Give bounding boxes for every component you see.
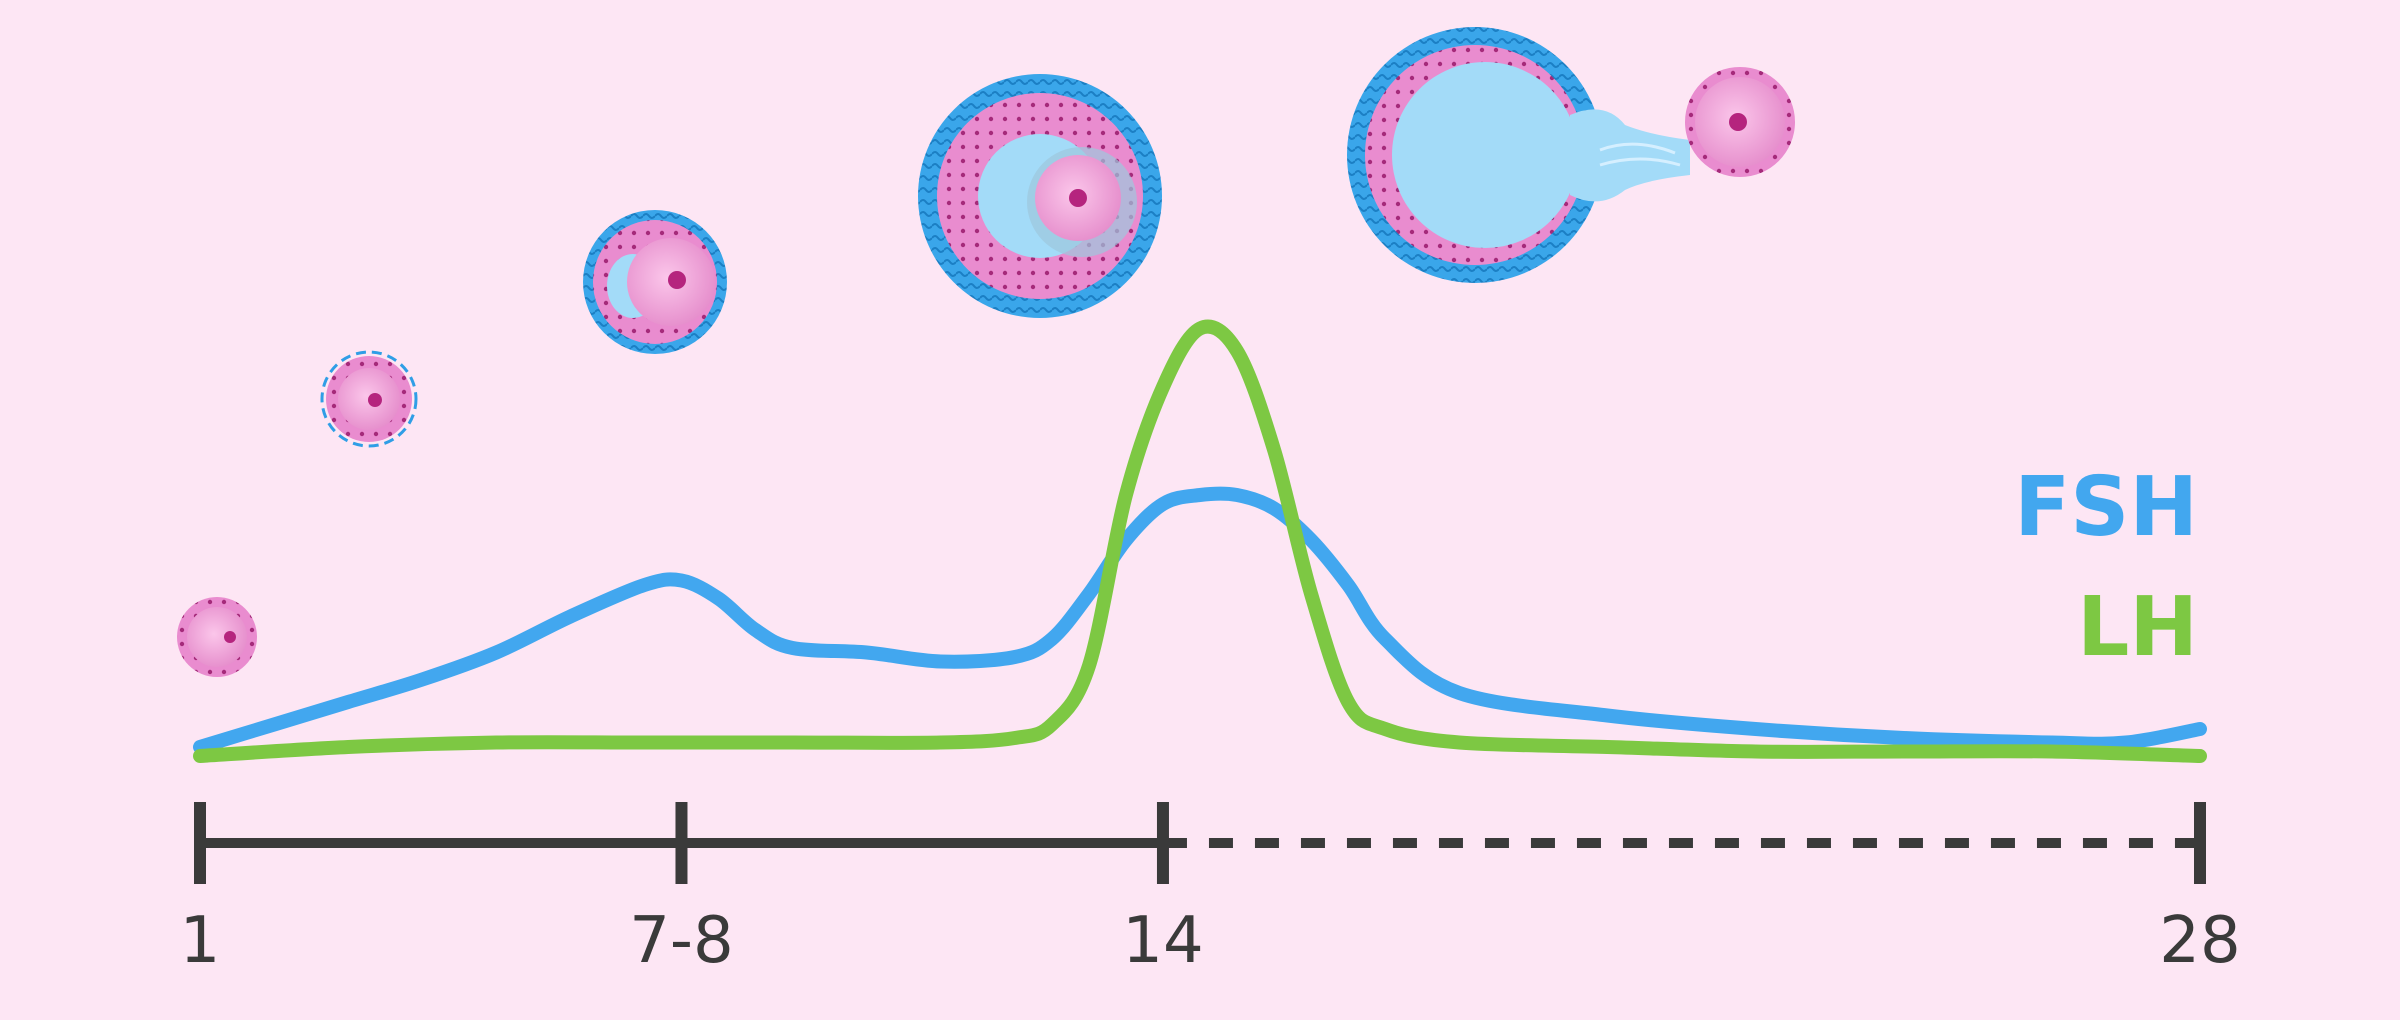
x-tick-label: 7-8 (629, 904, 734, 978)
primary-follicle-icon (320, 350, 418, 448)
legend-lh-label: LH (2077, 580, 2198, 675)
series-line-lh (193, 319, 2207, 763)
secondary-follicle-icon (583, 210, 727, 354)
series-line-fsh (193, 486, 2207, 754)
series-layer (193, 319, 2207, 763)
antral-follicle-icon (918, 74, 1162, 318)
released-oocyte-icon (1685, 67, 1795, 177)
legend: FSH LH (2014, 460, 2198, 675)
ovulating-follicle-icon (1347, 27, 1690, 283)
x-axis: 1 7-8 14 28 (180, 802, 2241, 978)
primordial-follicle-icon (177, 597, 257, 677)
legend-fsh-label: FSH (2014, 460, 2198, 555)
x-tick-label: 28 (2159, 904, 2240, 978)
x-tick-label: 14 (1122, 904, 1203, 978)
x-tick-label: 1 (180, 904, 221, 978)
follicle-illustrations (177, 27, 1795, 677)
